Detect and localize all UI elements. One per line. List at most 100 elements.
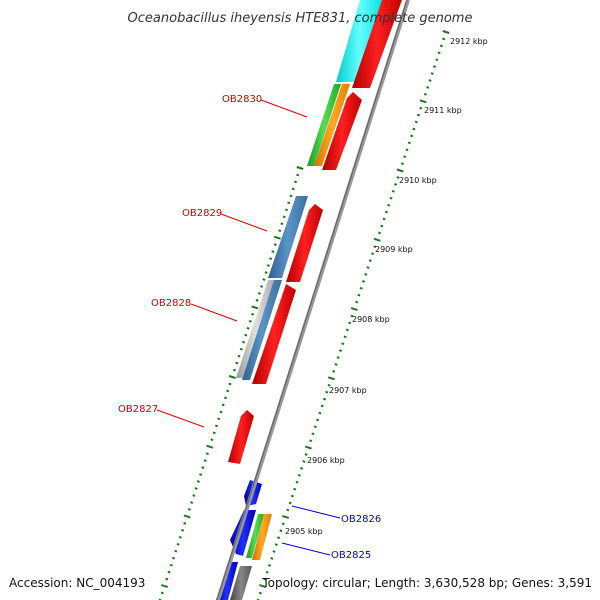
tick-mark xyxy=(297,473,301,477)
tick-mark xyxy=(341,342,345,346)
tick-mark xyxy=(419,99,427,104)
genome-backbone xyxy=(216,0,410,600)
tick-mark xyxy=(371,252,375,256)
tick-mark xyxy=(426,86,430,89)
accession-text: Accession: NC_004193 xyxy=(9,576,145,590)
tick-mark xyxy=(364,273,368,276)
tick-mark xyxy=(313,425,317,429)
tick-mark xyxy=(228,382,232,386)
tick-mark xyxy=(171,556,176,560)
scale-label: 2908 kbp xyxy=(352,315,390,324)
tick-mark xyxy=(201,466,205,469)
tick-mark xyxy=(251,312,255,316)
tick-mark xyxy=(192,494,196,497)
tick-mark xyxy=(248,319,252,323)
tick-mark xyxy=(414,120,418,124)
gene-labels: OB2830 OB2829 OB2828 OB2827 OB2826 OB282… xyxy=(118,94,381,561)
gene-label-ob2828[interactable]: OB2828 xyxy=(151,298,191,309)
tick-mark xyxy=(442,30,450,34)
scale-label: 2912 kbp xyxy=(450,37,488,46)
tick-mark xyxy=(389,196,393,200)
tick-mark xyxy=(237,354,241,358)
tick-mark xyxy=(205,452,209,456)
tick-mark xyxy=(258,591,262,595)
tick-mark xyxy=(282,215,286,219)
tick-mark xyxy=(217,417,221,421)
tick-mark xyxy=(355,300,359,304)
tick-mark xyxy=(332,370,336,373)
tick-mark xyxy=(272,550,276,553)
tick-mark xyxy=(280,222,284,226)
tick-mark xyxy=(318,411,322,415)
tick-mark xyxy=(407,141,411,145)
tick-mark xyxy=(263,577,267,581)
gene-label-ob2827[interactable]: OB2827 xyxy=(118,404,158,415)
tick-mark xyxy=(359,286,363,290)
tick-mark xyxy=(325,390,329,394)
tick-mark xyxy=(387,203,391,207)
tick-mark xyxy=(203,459,207,462)
tick-mark xyxy=(270,557,274,560)
gene-label-ob2826[interactable]: OB2826 xyxy=(341,514,381,525)
tick-mark xyxy=(423,92,427,96)
scale-labels: 2905 kbp 2906 kbp 2907 kbp 2908 kbp 2909… xyxy=(285,37,488,536)
tick-mark xyxy=(223,396,228,400)
tick-mark xyxy=(419,106,423,110)
tick-mark xyxy=(219,410,223,414)
tick-mark xyxy=(391,189,395,193)
tick-mark xyxy=(382,217,386,221)
tick-mark xyxy=(269,257,273,260)
tick-mark xyxy=(384,210,388,214)
tick-mark xyxy=(377,231,382,235)
tick-mark xyxy=(316,418,320,422)
tick-mark xyxy=(394,183,398,186)
tick-mark xyxy=(232,368,237,372)
gene-steelblue-ob2828 xyxy=(242,280,282,380)
tick-mark xyxy=(281,522,285,526)
gene-orange-ob2825 xyxy=(252,514,272,560)
tick-mark xyxy=(403,155,407,159)
tick-mark xyxy=(302,460,306,463)
tick-mark xyxy=(442,37,446,41)
scale-label: 2907 kbp xyxy=(329,386,367,395)
tick-mark xyxy=(380,224,384,228)
tick-mark xyxy=(244,333,248,337)
tick-mark xyxy=(176,542,180,546)
tick-mark xyxy=(265,570,269,574)
gene-label-ob2829[interactable]: OB2829 xyxy=(182,208,222,219)
gene-label-ob2825[interactable]: OB2825 xyxy=(331,550,371,561)
tick-mark xyxy=(373,237,381,242)
tick-mark xyxy=(282,514,289,519)
tick-mark xyxy=(357,293,361,297)
tick-mark xyxy=(309,439,313,443)
tick-mark xyxy=(183,522,187,525)
tick-mark xyxy=(300,467,304,470)
tick-mark xyxy=(405,148,409,152)
tick-mark xyxy=(278,229,282,233)
tick-mark xyxy=(334,363,338,366)
tick-mark xyxy=(284,208,289,212)
tick-mark xyxy=(295,480,299,484)
tick-mark xyxy=(199,473,203,476)
tick-mark xyxy=(296,166,304,170)
tick-mark xyxy=(274,543,278,546)
tick-mark xyxy=(311,432,315,436)
tick-mark xyxy=(190,501,194,504)
tick-mark xyxy=(226,389,230,393)
topology-text: Topology: circular; Length: 3,630,528 bp… xyxy=(261,576,592,590)
tick-mark xyxy=(439,44,443,48)
scale-label: 2905 kbp xyxy=(285,527,323,536)
gene-label-ob2830[interactable]: OB2830 xyxy=(222,94,262,105)
tick-mark xyxy=(235,361,239,365)
tick-mark xyxy=(259,584,267,589)
tick-mark xyxy=(327,376,335,381)
gene-track xyxy=(216,0,402,600)
tick-mark xyxy=(396,168,404,173)
tick-mark xyxy=(304,453,308,456)
tick-mark xyxy=(251,305,259,310)
tick-mark xyxy=(210,438,214,442)
tick-marks xyxy=(158,30,450,600)
gene-red-ob2830 xyxy=(322,92,362,170)
tick-mark xyxy=(437,51,441,55)
